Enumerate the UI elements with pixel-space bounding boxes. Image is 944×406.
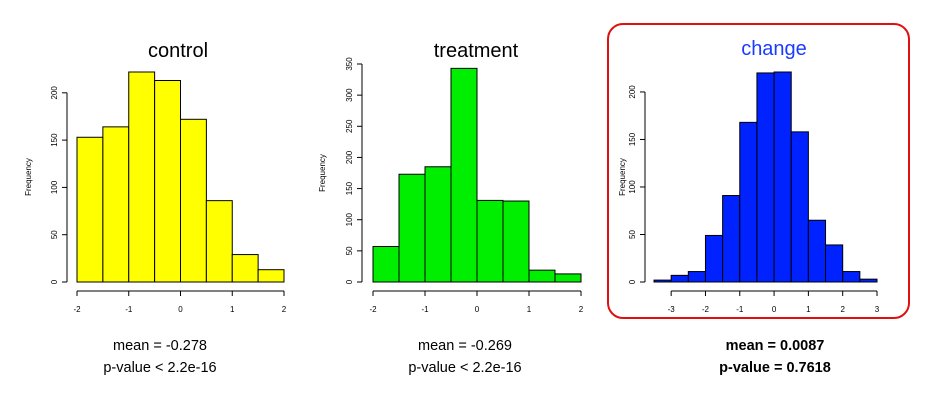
treatment-mean: mean = -0.269: [418, 338, 512, 354]
change-x-tick-label: 1: [806, 305, 811, 314]
change-x-tick-label: -3: [668, 305, 676, 314]
change-panel: change Frequency -3 -2 -1 0 1 2 3 0 50 100 150 200: [600, 0, 900, 330]
control-y-tick-label: 0: [50, 279, 59, 284]
control-bar: [205, 200, 233, 283]
change-bar: [722, 195, 741, 283]
change-bar: [773, 71, 792, 283]
change-bar: [704, 234, 724, 283]
change-y-tick-label: 100: [628, 180, 637, 194]
change-x-tick-label: 3: [875, 305, 880, 314]
change-histogram: change Frequency -3 -2 -1 0 1 2 3 0 50 100 150 200: [618, 38, 880, 314]
control-pvalue: p-value < 2.2e-16: [103, 360, 217, 376]
control-stats: mean = -0.278 p-value < 2.2e-16: [80, 335, 240, 379]
change-bar: [653, 279, 672, 283]
treatment-y-tick-label: 50: [345, 246, 354, 255]
control-title: control: [148, 40, 208, 62]
control-mean: mean = -0.278: [113, 338, 207, 354]
treatment-stats: mean = -0.269 p-value < 2.2e-16: [385, 335, 545, 379]
treatment-x-tick-label: 2: [579, 305, 584, 314]
control-bar: [128, 71, 156, 283]
change-bar: [859, 278, 878, 283]
treatment-bar: [398, 173, 426, 283]
control-y-tick-label: 100: [50, 180, 59, 194]
treatment-y-tick-label: 0: [345, 279, 354, 284]
control-histogram: control Frequency -2 -1 0 1 2 0 50 100 150 200: [24, 40, 287, 314]
treatment-y-tick-label: 250: [345, 119, 354, 133]
control-y-tick-label: 50: [50, 230, 59, 239]
treatment-y-tick-label: 200: [345, 150, 354, 164]
treatment-panel: treatment Frequency -2 -1 0 1 2 0 50 100 150 200 250…: [300, 0, 600, 330]
treatment-ylabel: Frequency: [318, 154, 327, 192]
change-y-tick-label: 0: [628, 279, 637, 284]
change-y-tick-label: 150: [628, 132, 637, 146]
treatment-histogram: treatment Frequency -2 -1 0 1 2 0 50 100 150 200 250…: [318, 40, 584, 314]
treatment-bar: [424, 166, 452, 283]
control-ylabel: Frequency: [24, 158, 33, 196]
treatment-bar: [372, 245, 400, 283]
control-bar: [102, 126, 130, 283]
change-stats: mean = 0.0087 p-value = 0.7618: [695, 335, 855, 379]
treatment-x-tick-label: -1: [421, 305, 429, 314]
treatment-bar: [554, 273, 582, 283]
treatment-x-tick-label: -2: [369, 305, 377, 314]
change-title: change: [741, 38, 807, 60]
control-y-tick-label: 150: [50, 133, 59, 147]
change-pvalue: p-value = 0.7618: [719, 360, 831, 376]
change-y-tick-label: 50: [628, 229, 637, 238]
treatment-bar: [502, 200, 530, 283]
control-x-tick-label: 2: [282, 305, 287, 314]
change-highlight-box: [607, 23, 910, 319]
change-bar: [842, 271, 861, 283]
control-bar: [231, 254, 259, 283]
change-bar: [739, 121, 758, 283]
change-ylabel: Frequency: [618, 158, 627, 196]
control-y-tick-label: 200: [50, 86, 59, 100]
control-bar: [76, 136, 104, 283]
change-mean: mean = 0.0087: [725, 338, 825, 354]
treatment-y-tick-label: 100: [345, 212, 354, 226]
change-x-tick-label: -2: [702, 305, 710, 314]
treatment-y-tick-label: 350: [345, 57, 354, 71]
treatment-x-tick-label: 0: [475, 305, 480, 314]
treatment-bar: [476, 199, 504, 283]
change-bar: [687, 271, 706, 283]
change-x-tick-label: 0: [772, 305, 777, 314]
control-x-tick-label: 0: [178, 305, 183, 314]
treatment-title: treatment: [434, 40, 519, 62]
change-x-tick-label: -1: [736, 305, 744, 314]
treatment-x-tick-label: 1: [527, 305, 532, 314]
change-x-tick-label: 2: [840, 305, 845, 314]
change-bar: [807, 219, 827, 283]
control-x-tick-label: -1: [125, 305, 133, 314]
treatment-y-tick-label: 300: [345, 88, 354, 102]
control-bar: [154, 80, 181, 283]
treatment-bar: [450, 67, 478, 283]
control-bar: [180, 118, 207, 283]
treatment-pvalue: p-value < 2.2e-16: [408, 360, 522, 376]
change-bar: [825, 244, 844, 283]
control-bar: [257, 269, 285, 283]
treatment-bar: [528, 269, 556, 283]
change-bar: [790, 131, 809, 283]
control-x-tick-label: -2: [73, 305, 81, 314]
treatment-y-tick-label: 150: [345, 181, 354, 195]
change-y-tick-label: 200: [628, 85, 637, 99]
control-x-tick-label: 1: [230, 305, 235, 314]
change-bar: [756, 72, 775, 283]
control-panel: control Frequency -2 -1 0 1 2 0 50 100 150 200: [0, 0, 300, 330]
change-bar: [670, 274, 689, 283]
